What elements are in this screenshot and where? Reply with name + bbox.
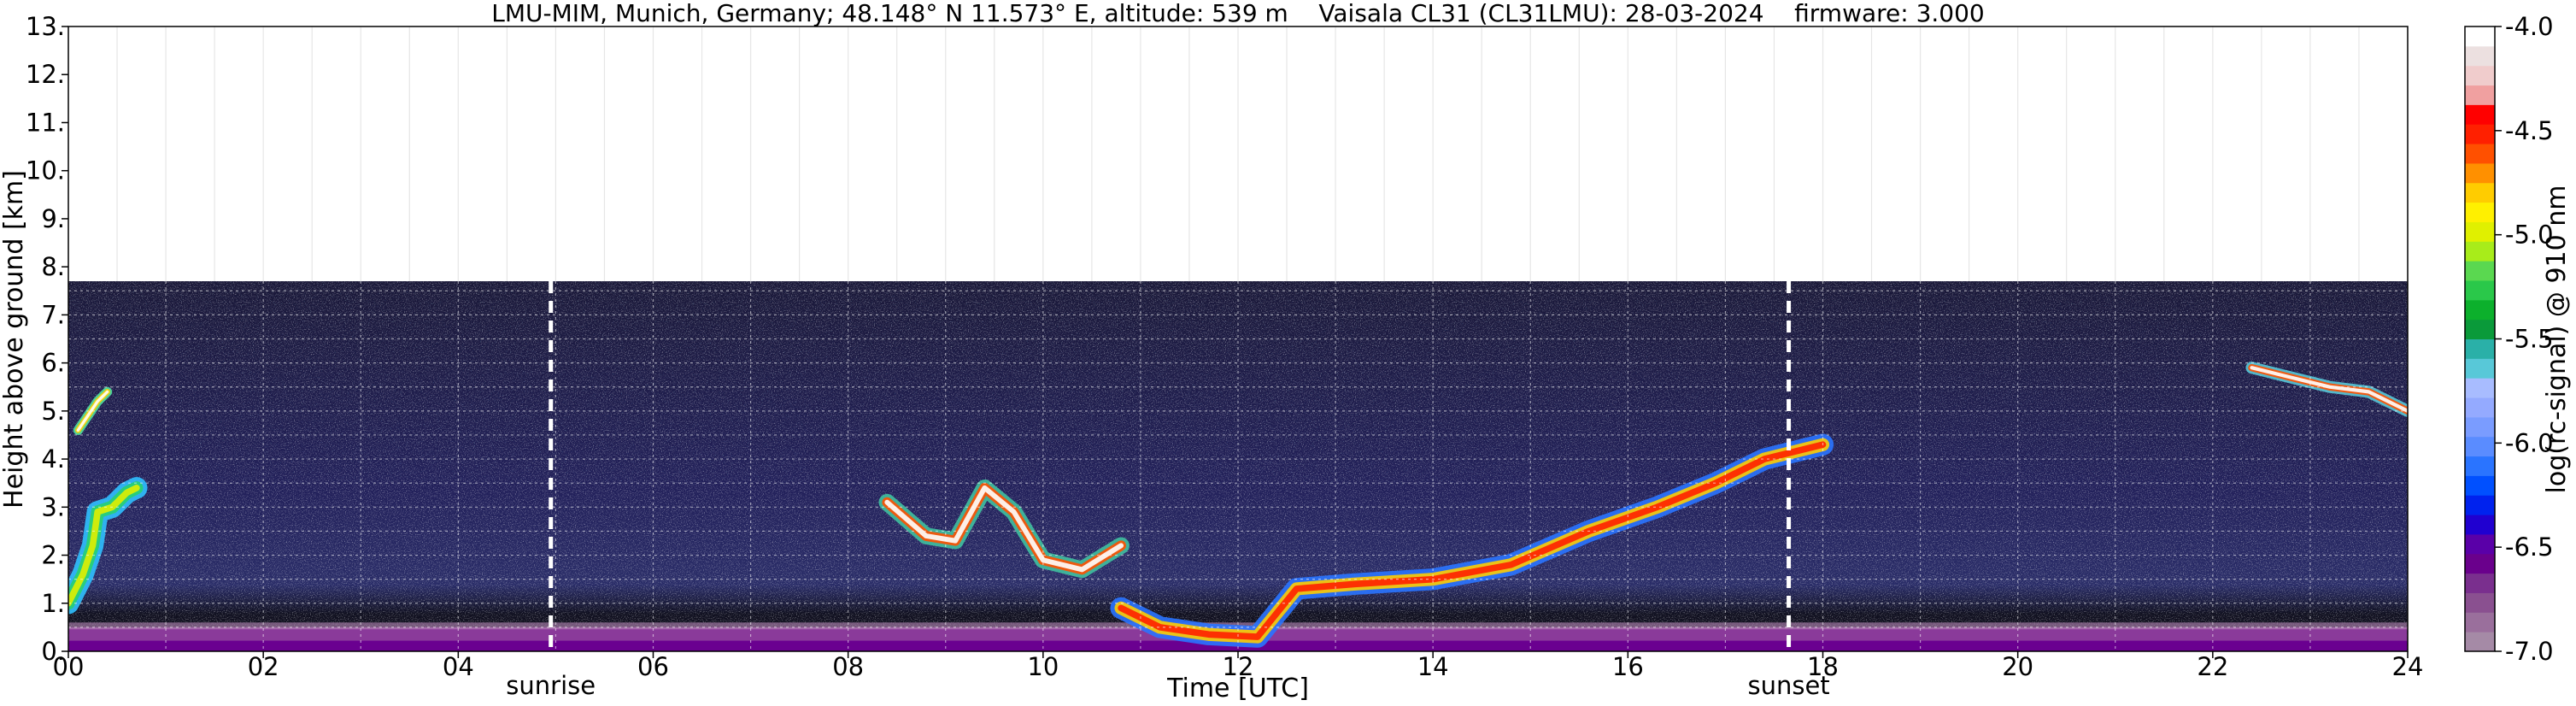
- y-tick-label: 12.: [26, 60, 65, 89]
- colorbar-segment: [2465, 124, 2495, 144]
- colorbar-segment: [2465, 26, 2495, 47]
- colorbar-segment: [2465, 65, 2495, 86]
- colorbar-segment: [2465, 378, 2495, 398]
- colorbar-segment: [2465, 221, 2495, 242]
- colorbar-segment: [2465, 553, 2495, 574]
- x-tick-label: 22: [2197, 652, 2228, 681]
- y-tick-label: 8.: [41, 252, 65, 281]
- y-tick-label: 11.: [26, 108, 65, 137]
- colorbar-segment: [2465, 104, 2495, 125]
- x-tick-label: 20: [2002, 652, 2033, 681]
- y-tick-label: 7.: [41, 300, 65, 329]
- colorbar-segment: [2465, 45, 2495, 67]
- y-tick-label: 2.: [41, 541, 65, 570]
- colorbar-segment: [2465, 358, 2495, 379]
- colorbar-segment: [2465, 533, 2495, 555]
- colorbar-tick-label: -5.0: [2505, 221, 2554, 250]
- colorbar-segment: [2465, 573, 2495, 593]
- colorbar-segment: [2465, 261, 2495, 281]
- y-axis-label: Height above ground [km]: [0, 170, 29, 509]
- y-tick-label: 5.: [41, 397, 65, 426]
- cloud-band-early-upper: [76, 390, 109, 432]
- x-tick-label: 08: [832, 652, 864, 681]
- y-tick-label: 0.: [41, 637, 65, 666]
- x-tick-label: 10: [1027, 652, 1059, 681]
- cloud-band-early: [68, 485, 140, 607]
- colorbar-segment: [2465, 319, 2495, 339]
- colorbar-segment: [2465, 299, 2495, 321]
- y-axis: 0. 1. 2. 3. 4. 5. 6. 7. 8. 9. 10. 11. 12. 13.: [26, 12, 68, 666]
- x-tick-label: 04: [443, 652, 474, 681]
- y-tick-label: 3.: [41, 492, 65, 521]
- chart-title: LMU-MIM, Munich, Germany; 48.148° N 11.5…: [491, 0, 1985, 27]
- grid-overlay: [68, 281, 2408, 651]
- colorbar-segment: [2465, 416, 2495, 438]
- colorbar-segment: [2465, 592, 2495, 613]
- x-tick-label: 18: [1807, 652, 1839, 681]
- colorbar-segment: [2465, 162, 2495, 184]
- colorbar-segment: [2465, 85, 2495, 105]
- x-tick-label: 00: [53, 652, 85, 681]
- x-tick-label: 16: [1612, 652, 1644, 681]
- x-axis: 00 02 04 06 08 10 12 14 16 18 20 22 24: [53, 651, 2424, 681]
- x-tick-label: 14: [1417, 652, 1449, 681]
- colorbar-segment: [2465, 241, 2495, 262]
- colorbar-segment: [2465, 338, 2495, 359]
- colorbar-segment: [2465, 182, 2495, 203]
- y-tick-label: 4.: [41, 444, 65, 474]
- colorbar-segment: [2465, 144, 2495, 164]
- sun-annotations: sunrise sunset: [506, 281, 1830, 700]
- x-tick-label: 12: [1223, 652, 1254, 681]
- y-tick-label: 1.: [41, 589, 65, 618]
- colorbar-tick-label: -6.5: [2505, 532, 2554, 562]
- colorbar-segment: [2465, 436, 2495, 457]
- colorbar-segment: [2465, 456, 2495, 476]
- colorbar-segment: [2465, 279, 2495, 301]
- sunset-label: sunset: [1747, 671, 1829, 700]
- colorbar-segment: [2465, 495, 2495, 515]
- colorbar-segment: [2465, 632, 2495, 652]
- y-tick-label: 6.: [41, 349, 65, 378]
- x-tick-label: 06: [637, 652, 669, 681]
- sunrise-label: sunrise: [506, 671, 596, 700]
- y-tick-label: 10.: [26, 156, 65, 185]
- colorbar-tick-label: -7.0: [2505, 637, 2554, 666]
- colorbar-tick-label: -4.0: [2505, 12, 2554, 41]
- colorbar: -7.0 -6.5 -6.0 -5.5 -5.0 -4.5 -4.0: [2464, 12, 2554, 666]
- colorbar-tick-label: -5.5: [2505, 325, 2554, 354]
- x-tick-label: 02: [248, 652, 279, 681]
- plot-area: sunrise sunset: [67, 26, 2409, 700]
- x-axis-label: Time [UTC]: [1166, 674, 1309, 703]
- cloud-band-morning: [884, 485, 1124, 573]
- colorbar-segment: [2465, 397, 2495, 418]
- colorbar-label: log(rc-signal) @ 910 nm: [2542, 185, 2572, 494]
- y-tick-label: 13.: [26, 12, 65, 41]
- colorbar-tick-label: -6.0: [2505, 428, 2554, 457]
- colorbar-segment: [2465, 515, 2495, 535]
- x-tick-label: 24: [2392, 652, 2424, 681]
- colorbar-segment: [2465, 202, 2495, 222]
- colorbar-tick-label: -4.5: [2505, 116, 2554, 145]
- y-tick-label: 9.: [41, 204, 65, 233]
- colorbar-segment: [2465, 612, 2495, 632]
- colorbar-segment: [2465, 475, 2495, 496]
